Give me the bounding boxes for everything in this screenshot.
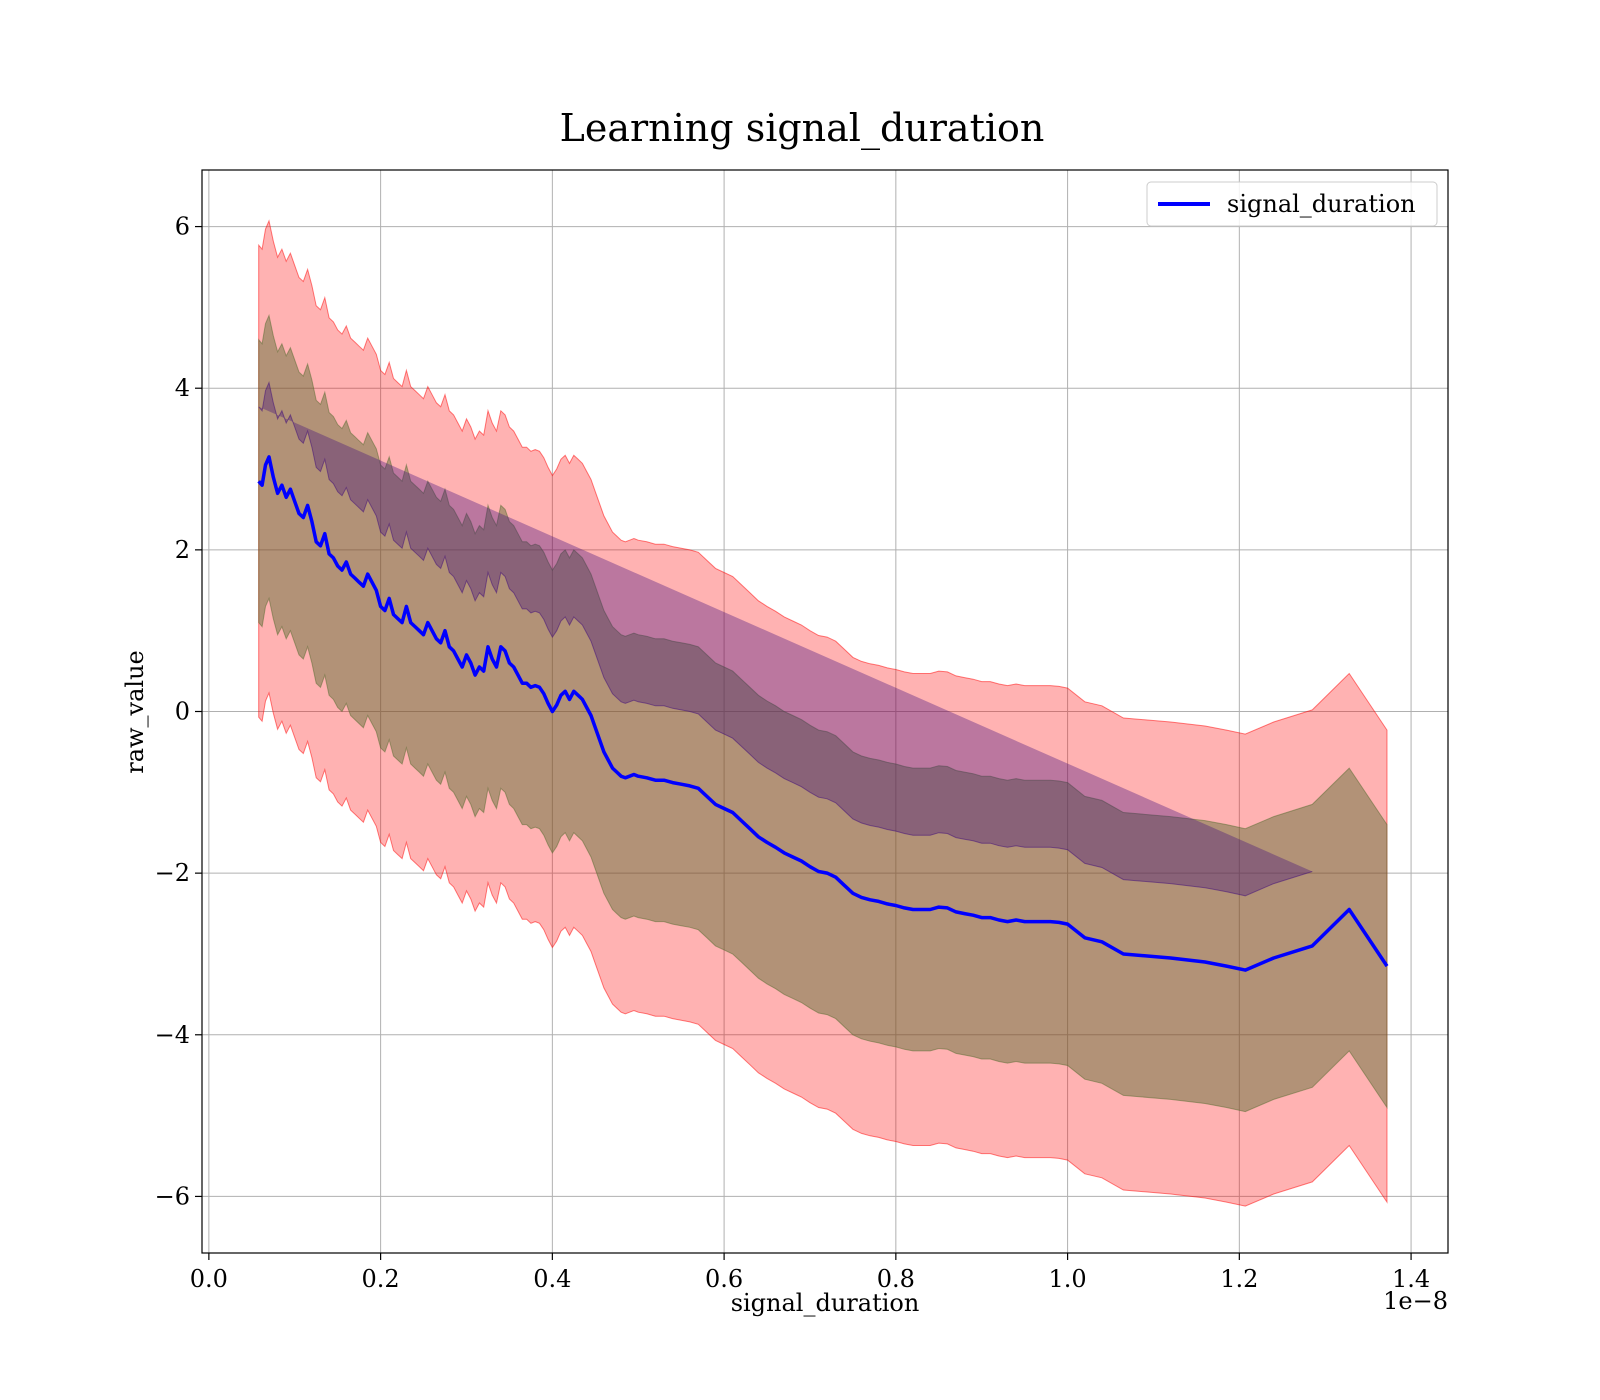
band-middle [258,313,1388,1113]
y-tick-label: −2 [155,859,190,887]
x-axis: 0.0 0.2 0.4 0.6 0.8 1.0 1.2 1.4 [190,1253,1430,1293]
y-axis: 6 4 2 0 −2 −4 −6 [155,213,202,1210]
x-tick-label: 0.6 [705,1265,743,1293]
chart-title: Learning signal_duration [560,106,1045,151]
y-tick-label: −6 [155,1182,190,1210]
y-axis-label: raw_value [121,650,149,774]
legend: signal_duration [1146,181,1438,227]
y-tick-label: 2 [175,536,190,564]
x-tick-label: 1.4 [1392,1265,1430,1293]
x-tick-label: 0.0 [190,1265,228,1293]
y-tick-label: 4 [175,374,190,402]
series-line-signal-duration [257,455,1389,972]
band-inner [258,380,1313,897]
x-tick-label: 1.2 [1220,1265,1258,1293]
legend-box [1146,181,1438,227]
y-tick-label: 6 [175,213,190,241]
x-axis-offset-label: 1e−8 [1383,1287,1448,1315]
x-tick-label: 0.4 [533,1265,571,1293]
x-tick-label: 0.2 [362,1265,400,1293]
x-tick-label: 1.0 [1049,1265,1087,1293]
x-tick-label: 0.8 [877,1265,915,1293]
legend-label: signal_duration [1227,190,1416,218]
y-tick-label: 0 [175,698,190,726]
band-outer [258,219,1388,1207]
series-lines [257,455,1389,972]
confidence-bands [258,219,1388,1207]
y-tick-label: −4 [155,1021,190,1049]
x-axis-label: signal_duration [731,1289,920,1317]
